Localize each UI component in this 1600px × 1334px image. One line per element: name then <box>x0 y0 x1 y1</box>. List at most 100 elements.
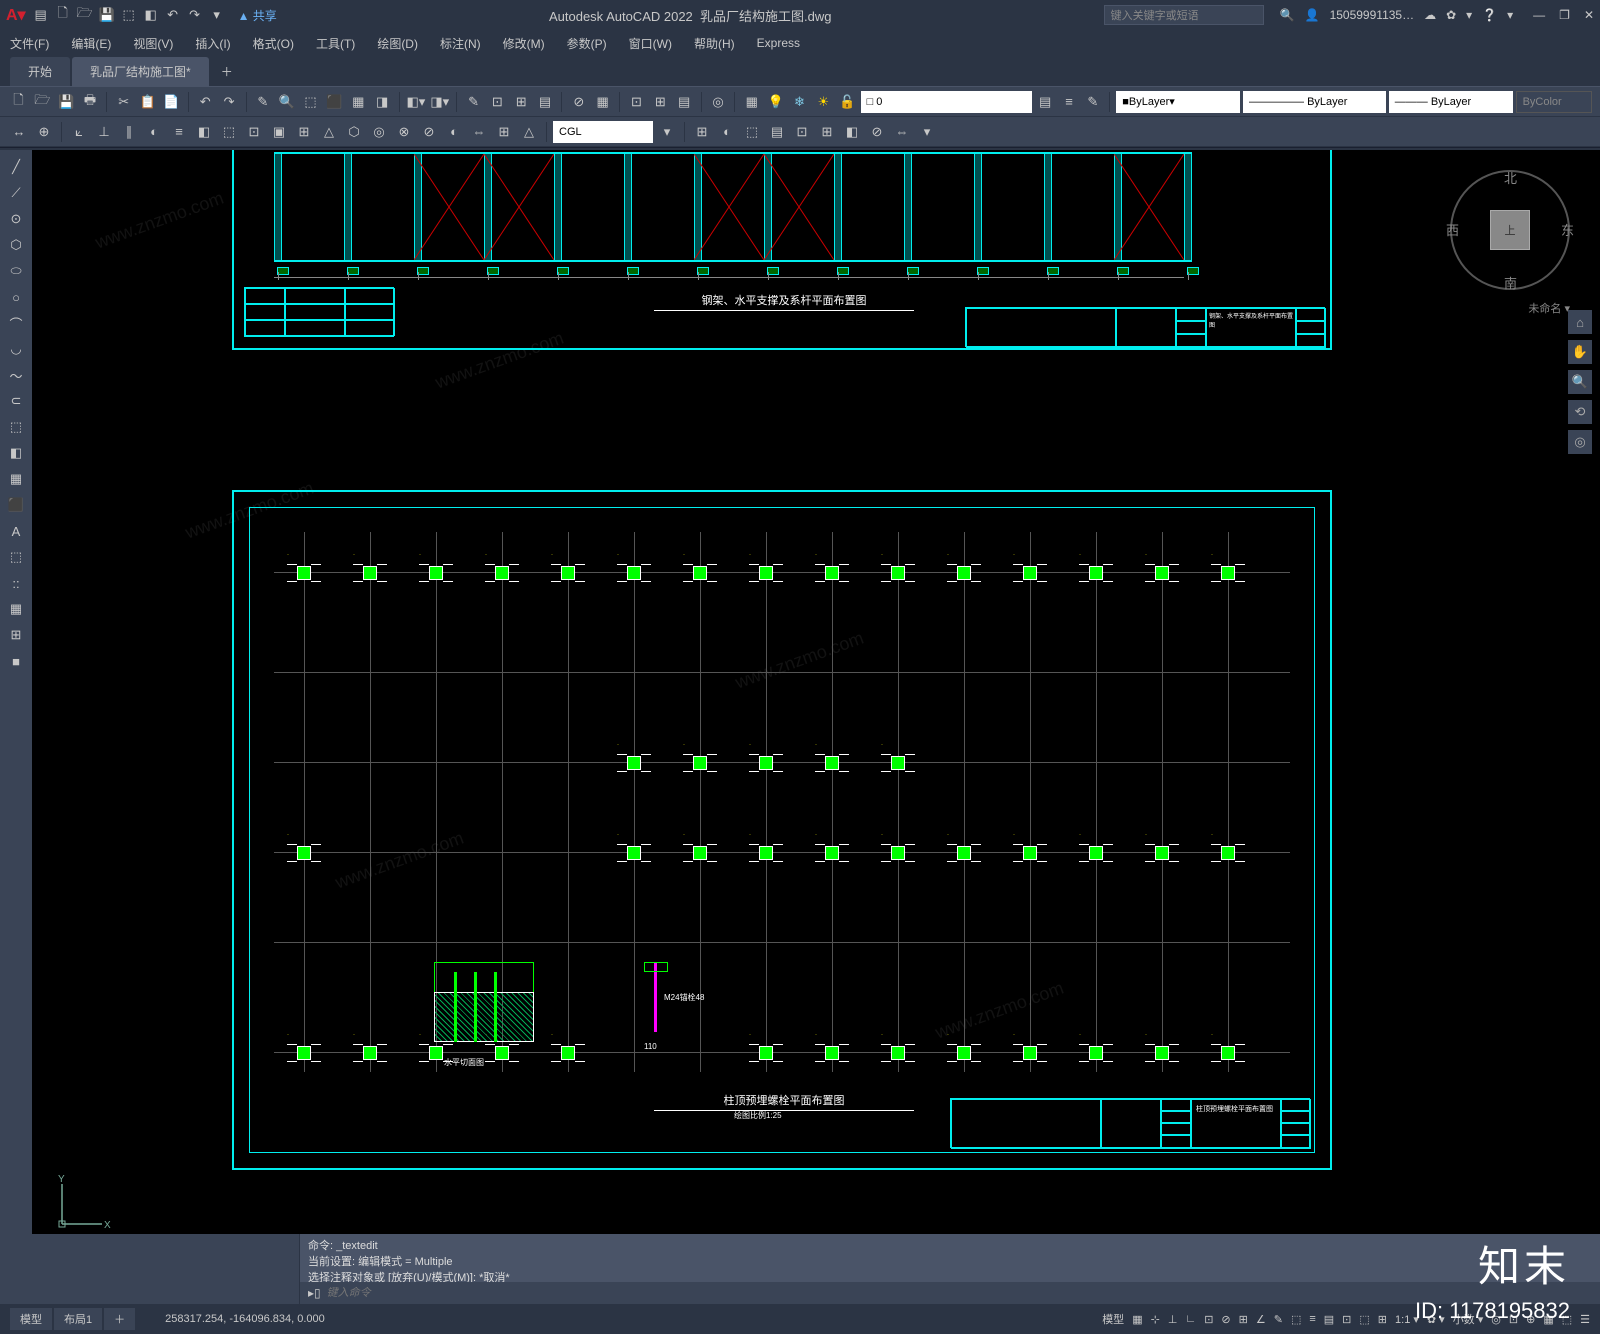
color-dropdown[interactable]: ■ ByLayer ▾ <box>1116 91 1240 113</box>
minimize-button[interactable]: — <box>1533 8 1545 22</box>
command-input[interactable] <box>327 1287 1592 1299</box>
tool-btn[interactable]: ◧ <box>841 121 863 143</box>
tool-btn[interactable]: ◐ <box>143 121 165 143</box>
nav-pan-icon[interactable]: ✋ <box>1568 340 1592 364</box>
tool-btn[interactable]: ⊞ <box>511 91 532 113</box>
status-icon[interactable]: ≡ <box>1309 1313 1315 1325</box>
command-line[interactable]: ▸▯ <box>300 1282 1600 1304</box>
tool-btn[interactable]: ⬚ <box>741 121 763 143</box>
tool-btn[interactable]: ✎ <box>463 91 484 113</box>
plotstyle-dropdown[interactable]: ByColor <box>1516 91 1593 113</box>
lineweight-dropdown[interactable]: ――― ByLayer <box>1389 91 1513 113</box>
sun-icon[interactable]: ☀ <box>813 91 834 113</box>
menu-item[interactable]: 视图(V) <box>133 35 173 52</box>
layer-dropdown[interactable]: □ 0 <box>861 91 1032 113</box>
menu-item[interactable]: 文件(F) <box>10 35 49 52</box>
tool-btn[interactable]: ⊡ <box>487 91 508 113</box>
tool-btn[interactable]: ⊞ <box>691 121 713 143</box>
tool-btn[interactable]: ⊡ <box>243 121 265 143</box>
tool-btn[interactable]: ⊞ <box>650 91 671 113</box>
status-icon[interactable]: ▤ <box>1324 1313 1334 1326</box>
draw-tool[interactable]: ⬛ <box>4 494 28 516</box>
qat-btn[interactable]: ▤ <box>32 6 50 24</box>
tool-btn[interactable]: ▣ <box>268 121 290 143</box>
tool-btn[interactable]: ⊘ <box>418 121 440 143</box>
draw-tool[interactable]: ⌒ <box>4 312 28 334</box>
menu-item[interactable]: 参数(P) <box>567 35 607 52</box>
tool-btn[interactable]: ⊞ <box>293 121 315 143</box>
qat-btn[interactable]: ↷ <box>186 6 204 24</box>
draw-tool[interactable]: ○ <box>4 286 28 308</box>
menu-item[interactable]: 工具(T) <box>316 35 355 52</box>
draw-tool[interactable]: ▦ <box>4 468 28 490</box>
tool-btn[interactable]: ∥ <box>118 121 140 143</box>
user-icon[interactable]: 👤 <box>1305 8 1320 22</box>
menu-item[interactable]: 窗口(W) <box>629 35 672 52</box>
status-icon[interactable]: ⊥ <box>1168 1313 1178 1326</box>
share-button[interactable]: ▲ 共享 <box>238 7 277 24</box>
nav-orbit-icon[interactable]: ⟲ <box>1568 400 1592 424</box>
layout-tab[interactable]: 布局1 <box>54 1308 102 1330</box>
tool-btn[interactable]: ≡ <box>1059 91 1080 113</box>
draw-tool[interactable]: ◡ <box>4 338 28 360</box>
tool-btn[interactable]: ⬛ <box>324 91 345 113</box>
tool-btn[interactable]: ⊘ <box>866 121 888 143</box>
tool-btn[interactable]: 🖶 <box>80 91 101 113</box>
draw-tool[interactable]: ▦ <box>4 598 28 620</box>
qat-btn[interactable]: ⬚ <box>120 6 138 24</box>
tool-btn[interactable]: ⊗ <box>393 121 415 143</box>
search-box[interactable]: 键入关键字或短语 <box>1104 5 1264 25</box>
nav-wheel-icon[interactable]: ◎ <box>1568 430 1592 454</box>
tool-btn[interactable]: ▦ <box>348 91 369 113</box>
qat-btn[interactable]: ↶ <box>164 6 182 24</box>
status-icon[interactable]: ⊞ <box>1239 1313 1248 1326</box>
status-icon[interactable]: ⊡ <box>1342 1313 1351 1326</box>
draw-tool[interactable]: ╱ <box>4 156 28 178</box>
tab-file[interactable]: 乳品厂结构施工图* <box>72 57 209 86</box>
status-icon[interactable]: ⬚ <box>1291 1313 1301 1326</box>
tool-btn[interactable]: ⊞ <box>816 121 838 143</box>
tool-btn[interactable]: ◧ <box>193 121 215 143</box>
tool-btn[interactable]: ▾ <box>916 121 938 143</box>
draw-tool[interactable]: ◧ <box>4 442 28 464</box>
status-icon[interactable]: ⬚ <box>1359 1313 1369 1326</box>
tool-btn[interactable]: ◎ <box>708 91 729 113</box>
tool-btn[interactable]: 💾 <box>56 91 77 113</box>
status-menu-icon[interactable]: ☰ <box>1580 1313 1590 1326</box>
tool-btn[interactable]: △ <box>318 121 340 143</box>
nav-home-icon[interactable]: ⌂ <box>1568 310 1592 334</box>
viewcube[interactable]: 上 北 南 东 西 <box>1450 170 1570 290</box>
search-icon[interactable]: 🔍 <box>1280 8 1295 22</box>
tool-btn[interactable]: ↶ <box>195 91 216 113</box>
status-icon[interactable]: ∠ <box>1256 1313 1266 1326</box>
tool-btn[interactable]: △ <box>518 121 540 143</box>
draw-tool[interactable]: :: <box>4 572 28 594</box>
viewcube-label[interactable]: 未命名 ▾ <box>1528 300 1570 316</box>
tool-btn[interactable]: ⊕ <box>33 121 55 143</box>
draw-tool[interactable]: 〜 <box>4 364 28 386</box>
lock-icon[interactable]: 🔓 <box>837 91 858 113</box>
tool-btn[interactable]: ▤ <box>535 91 556 113</box>
tool-btn[interactable]: ⬚ <box>300 91 321 113</box>
close-button[interactable]: ✕ <box>1584 8 1594 22</box>
tool-btn[interactable]: ▾ <box>656 121 678 143</box>
style-dropdown[interactable]: CGL <box>553 121 653 143</box>
tool-btn[interactable]: ▦ <box>592 91 613 113</box>
freeze-icon[interactable]: ❄ <box>789 91 810 113</box>
tool-btn[interactable]: ▤ <box>674 91 695 113</box>
menu-item[interactable]: 修改(M) <box>503 35 545 52</box>
menu-item[interactable]: Express <box>757 36 800 50</box>
qat-btn[interactable]: 🗋 <box>54 6 72 24</box>
tool-btn[interactable]: ⊥ <box>93 121 115 143</box>
menu-item[interactable]: 帮助(H) <box>694 35 735 52</box>
draw-tool[interactable]: ⟋ <box>4 182 28 204</box>
draw-tool[interactable]: A <box>4 520 28 542</box>
tool-btn[interactable]: ⊡ <box>791 121 813 143</box>
menu-item[interactable]: 编辑(E) <box>71 35 111 52</box>
tool-btn[interactable]: ✎ <box>1082 91 1103 113</box>
qat-btn[interactable]: 🗁 <box>76 6 94 24</box>
bulb-icon[interactable]: 💡 <box>765 91 786 113</box>
draw-tool[interactable]: ⊂ <box>4 390 28 412</box>
tool-btn[interactable]: 📋 <box>137 91 158 113</box>
tool-btn[interactable]: ↔ <box>8 121 30 143</box>
